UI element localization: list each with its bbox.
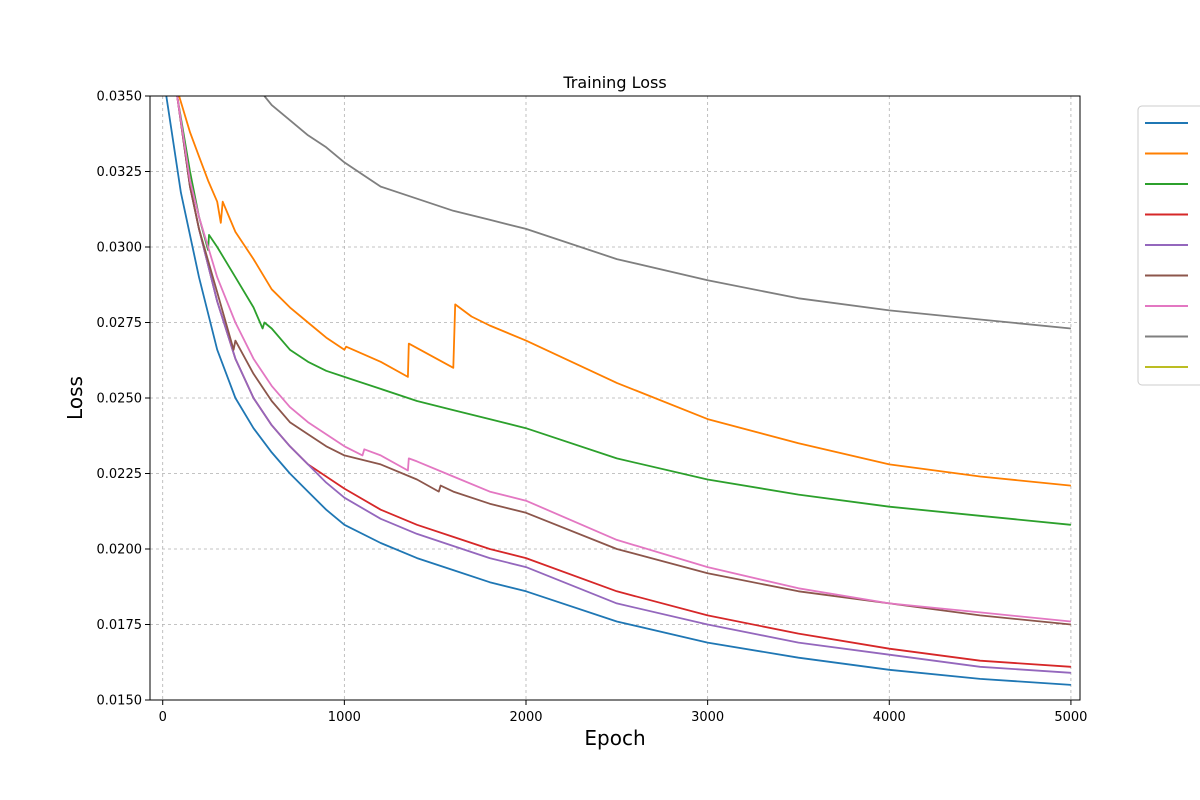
y-tick-label: 0.0350 bbox=[97, 90, 143, 105]
series-lines bbox=[165, 96, 1071, 686]
series-line-5 bbox=[176, 96, 1071, 674]
x-tick-label: 3000 bbox=[691, 710, 724, 725]
y-tick-label: 0.0300 bbox=[97, 241, 143, 256]
series-line-7 bbox=[176, 96, 1071, 623]
series-line-1 bbox=[165, 96, 1071, 686]
x-axis-label: Epoch bbox=[584, 726, 645, 750]
axis-ticks: 0 1000 2000 3000 4000 5000 0.0150 0.0175 0.0200 0… bbox=[97, 90, 1088, 726]
y-axis-label: Loss bbox=[63, 376, 87, 420]
y-tick-label: 0.0225 bbox=[97, 467, 143, 482]
y-tick-label: 0.0275 bbox=[97, 316, 143, 331]
y-tick-label: 0.0175 bbox=[97, 618, 143, 633]
x-tick-label: 2000 bbox=[509, 710, 542, 725]
series-line-8 bbox=[263, 96, 1071, 330]
y-tick-label: 0.0325 bbox=[97, 165, 143, 180]
x-tick-label: 5000 bbox=[1054, 710, 1087, 725]
x-tick-label: 1000 bbox=[328, 710, 361, 725]
series-line-3 bbox=[176, 96, 1071, 526]
series-line-6 bbox=[176, 96, 1071, 626]
y-tick-label: 0.0150 bbox=[97, 694, 143, 709]
y-tick-label: 0.0200 bbox=[97, 543, 143, 558]
legend bbox=[1137, 105, 1200, 386]
chart-title: Training Loss bbox=[562, 73, 666, 92]
series-line-2 bbox=[178, 96, 1071, 487]
x-tick-label: 4000 bbox=[873, 710, 906, 725]
x-tick-label: 0 bbox=[159, 710, 167, 725]
y-tick-label: 0.0250 bbox=[97, 392, 143, 407]
